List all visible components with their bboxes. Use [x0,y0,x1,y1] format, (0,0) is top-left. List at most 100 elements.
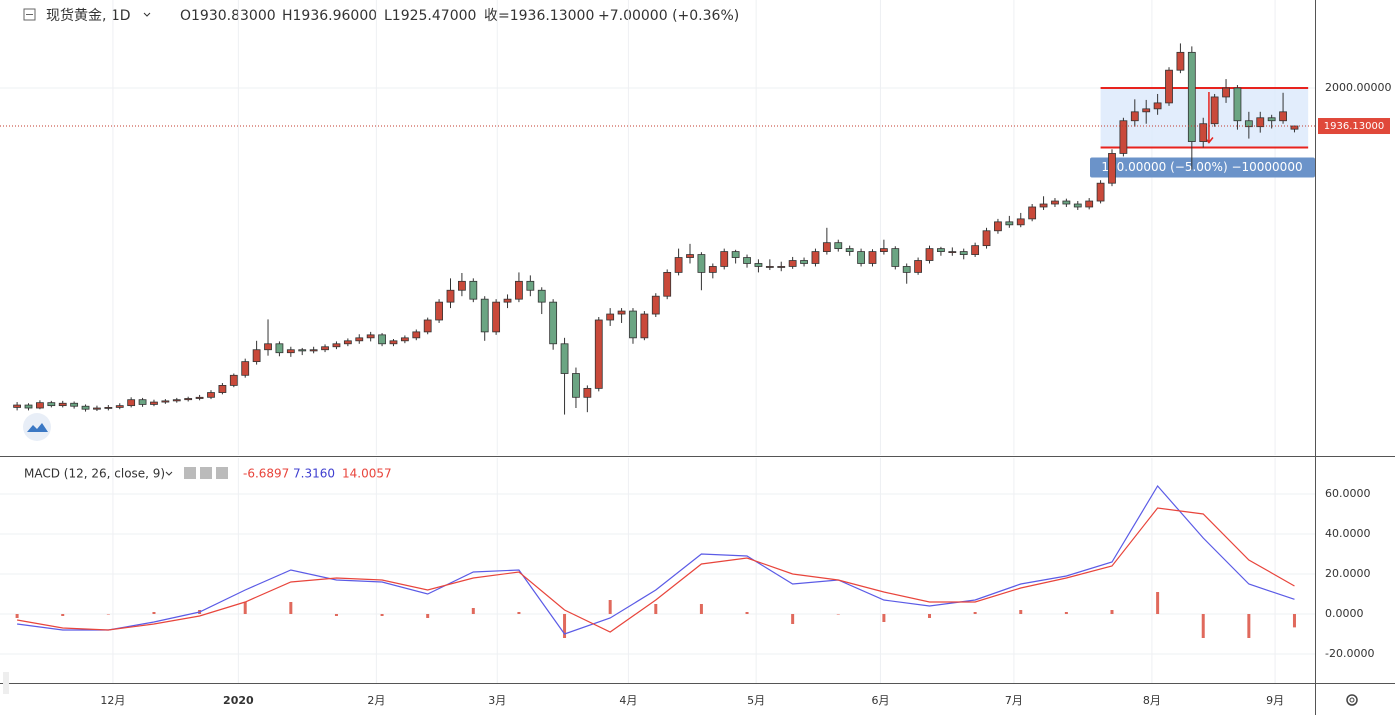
candle-body [343,340,352,345]
candle-body [24,404,33,409]
macd-menu[interactable] [165,471,173,476]
macd-histogram-bar [152,612,156,614]
macd-histogram-bar [1201,614,1205,638]
candle-body [765,266,774,268]
candle-body [172,399,181,402]
candle-body [332,343,341,348]
candle-body [583,387,592,398]
candle-body [81,405,90,410]
candle-body [686,254,694,258]
candle-body [1267,117,1276,122]
y-tick-label: 40.0000 [1325,527,1371,540]
candle-body [629,310,637,339]
candle-body [286,349,295,354]
candle-body [127,399,136,407]
settings-gear[interactable] [1346,694,1358,706]
macd-histogram-bar [608,600,612,614]
macd-histogram-bar [471,608,475,614]
x-tick-label: 3月 [488,694,506,707]
y-tick-label: 2000.00000 [1325,81,1391,94]
macd-histogram-bar [973,612,977,614]
macd-histogram-bar [61,614,65,616]
candle-body [321,346,329,351]
macd-histogram-bar [563,614,567,638]
candle-body [674,257,683,273]
macd-histogram-bar [745,612,749,614]
macd-line [17,484,1295,635]
legend-change: +7.00000 (+0.36%) [598,8,739,24]
candle-body [560,343,569,374]
candle-body [423,319,432,333]
candle-body [1119,120,1128,154]
candle-body [207,392,215,398]
macd-histogram-bar [517,612,521,614]
candle-body [161,400,170,403]
candle-body [743,257,751,264]
candle-body [1290,125,1299,130]
candle-body [879,248,888,252]
candle-body [1233,87,1242,122]
scroll-handle[interactable] [3,672,9,694]
candle-body [503,298,512,303]
candle-body [549,301,558,345]
candle-body [298,349,307,352]
x-tick-label: 2020 [223,694,254,707]
candle-body [93,407,101,410]
macd-histogram-bar [836,614,840,615]
candle-body [218,385,227,393]
candle-body [754,263,763,267]
candle-body [1210,96,1219,125]
grid [0,0,1315,683]
candle-body [834,242,843,250]
logo [23,413,51,441]
candle-body [1222,87,1230,98]
macd-histogram-bar [1110,610,1114,614]
candle-body [845,248,854,252]
candle-body [184,398,193,401]
candle-body [1039,203,1048,208]
candle-body [925,248,934,261]
symbol-menu[interactable] [143,12,151,17]
candle-body [104,407,113,409]
candle-body [1153,102,1162,110]
macd-histogram-bar [928,614,932,618]
candle-body [252,349,261,363]
candle-body [309,349,318,352]
candle-body [1256,117,1265,128]
range-label-box [1090,157,1315,178]
candle-body [355,337,364,342]
candle-body [1108,153,1116,184]
candle-body [640,313,649,339]
macd-histogram-bar [1292,614,1296,628]
candle-body [822,242,831,252]
candle-body [708,266,717,273]
candle-body [606,313,615,321]
candle-body [948,251,957,253]
candle-body [1165,69,1173,104]
macd-visibility[interactable] [184,467,196,479]
collapse-button[interactable] [23,8,36,21]
macd-histogram-bar [1156,592,1160,614]
candle-body [857,251,865,264]
x-tick-label: 9月 [1266,694,1284,707]
macd-histogram-bar [289,602,293,614]
x-tick-label: 5月 [747,694,765,707]
macd-settings[interactable] [200,467,212,479]
candle-body [1142,108,1151,113]
candle-body [275,343,284,354]
candle-body [937,248,945,252]
candle-body [366,334,375,339]
candle-body [594,319,603,389]
macd-histogram-bar [106,614,110,615]
x-tick-label: 6月 [871,694,889,707]
macd-remove[interactable] [216,467,228,479]
candle-body [800,260,808,264]
macd-hist-value: -6.6897 [243,467,289,481]
candle-body [480,298,489,333]
candle-body [13,404,22,408]
candle-body [663,272,672,297]
candle-body [1187,51,1196,142]
macd-histogram-bar [1064,612,1068,614]
candle-body [811,251,820,264]
